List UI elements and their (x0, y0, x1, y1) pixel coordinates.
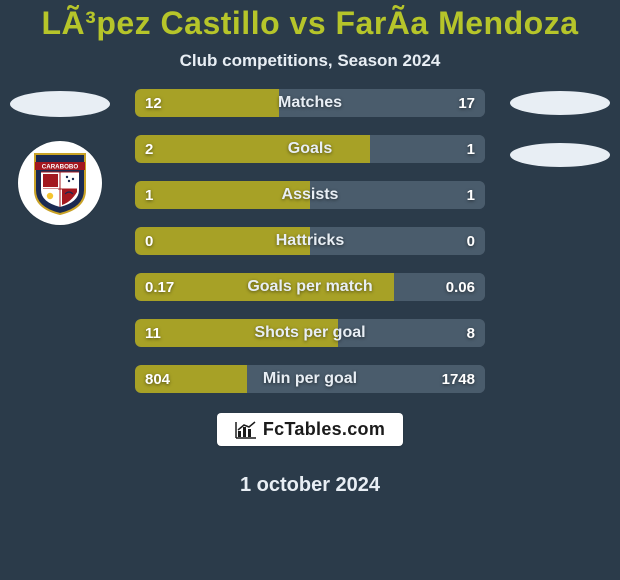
bar-right (338, 319, 485, 347)
stat-row: 21Goals (135, 135, 485, 163)
bar-left (135, 227, 310, 255)
footer: FcTables.com (0, 413, 620, 446)
bar-left (135, 365, 247, 393)
stat-row: 00Hattricks (135, 227, 485, 255)
date: 1 october 2024 (0, 474, 620, 497)
stat-row: 118Shots per goal (135, 319, 485, 347)
stat-row: 0.170.06Goals per match (135, 273, 485, 301)
team-badge: CARABOBO (18, 141, 102, 225)
bar-right (394, 273, 485, 301)
bar-right (370, 135, 486, 163)
bar-left (135, 319, 338, 347)
subtitle: Club competitions, Season 2024 (0, 51, 620, 71)
badge-ribbon-text: CARABOBO (42, 164, 79, 171)
bar-left (135, 89, 279, 117)
logo-text: FcTables.com (263, 419, 385, 440)
stat-row: 11Assists (135, 181, 485, 209)
stat-rows: 1217Matches 21Goals 11Assists 00Hattricks 0.… (135, 89, 485, 393)
bar-left (135, 273, 394, 301)
chart-icon (235, 421, 257, 439)
comparison-area: CARABOBO 1217Matches 21Goals 11Assists 00Ha… (0, 89, 620, 393)
bar-left (135, 135, 370, 163)
left-player-column: CARABOBO (0, 89, 110, 225)
shield-icon: CARABOBO (31, 150, 89, 216)
bar-right (247, 365, 485, 393)
bar-left (135, 181, 310, 209)
fctables-logo: FcTables.com (217, 413, 403, 446)
right-player-column (510, 89, 620, 167)
stat-row: 8041748Min per goal (135, 365, 485, 393)
page-title: LÃ³pez Castillo vs FarÃ­a Mendoza (0, 0, 620, 41)
bar-right (310, 181, 485, 209)
stat-row: 1217Matches (135, 89, 485, 117)
right-player-placeholder-2 (510, 143, 610, 167)
bar-right (310, 227, 485, 255)
left-player-placeholder-1 (10, 91, 110, 117)
bar-right (279, 89, 486, 117)
right-player-placeholder-1 (510, 91, 610, 115)
